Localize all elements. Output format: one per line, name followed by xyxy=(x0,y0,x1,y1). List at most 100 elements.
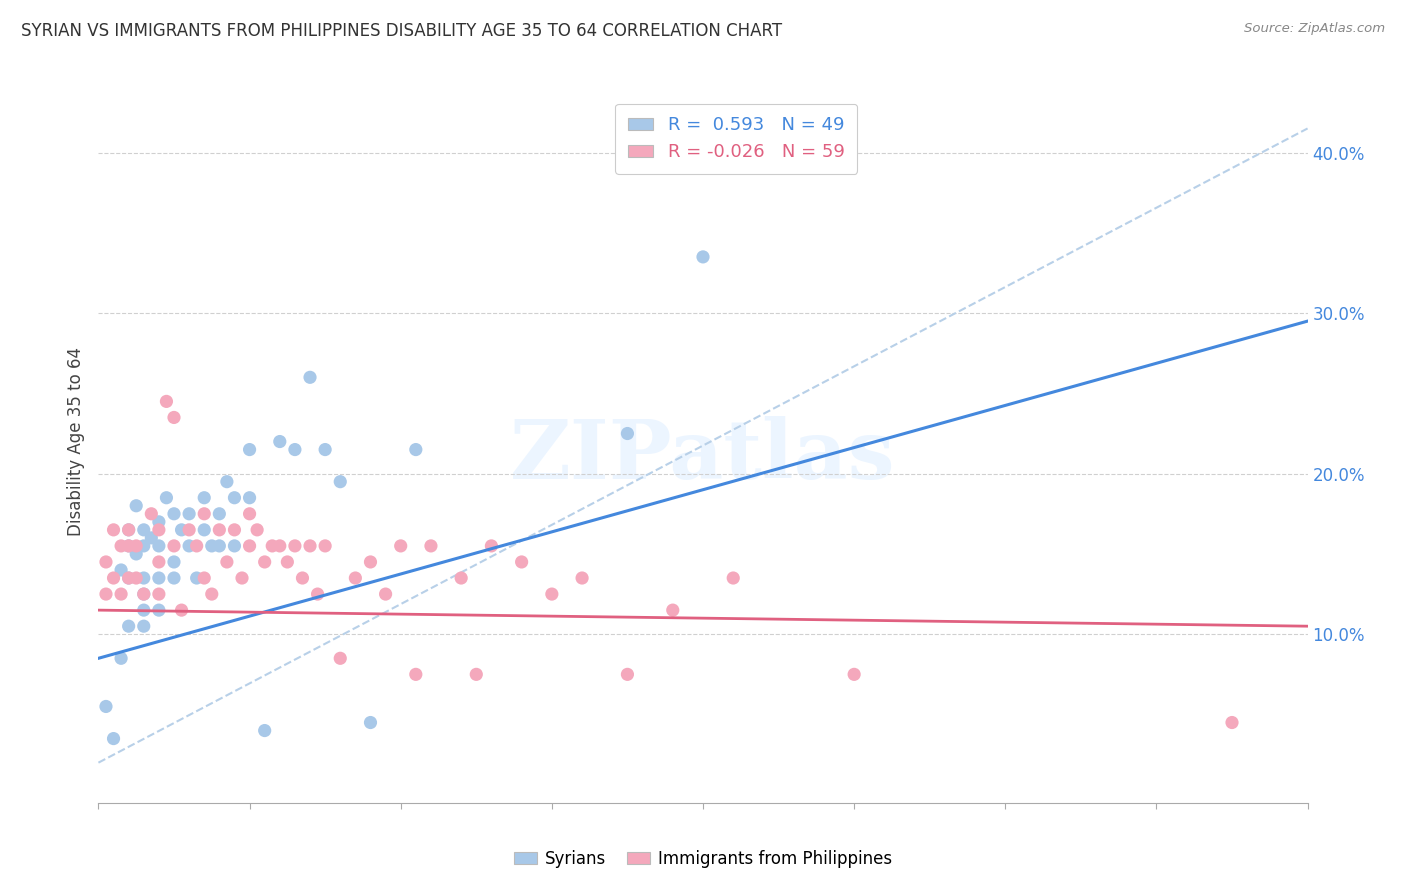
Point xyxy=(269,434,291,449)
Point xyxy=(125,539,148,553)
Point xyxy=(103,731,125,746)
Point xyxy=(155,394,177,409)
Point xyxy=(148,587,170,601)
Point xyxy=(360,555,382,569)
Point xyxy=(163,410,186,425)
Point xyxy=(344,571,367,585)
Point xyxy=(125,499,148,513)
Text: ZIPatlas: ZIPatlas xyxy=(510,416,896,496)
Point xyxy=(231,571,253,585)
Point xyxy=(360,715,382,730)
Point xyxy=(110,651,132,665)
Point xyxy=(193,523,215,537)
Point xyxy=(224,523,246,537)
Point xyxy=(201,539,224,553)
Point xyxy=(239,491,262,505)
Point xyxy=(186,571,208,585)
Point xyxy=(110,563,132,577)
Point xyxy=(307,587,329,601)
Point xyxy=(148,555,170,569)
Point xyxy=(132,587,155,601)
Point xyxy=(389,539,412,553)
Point xyxy=(329,475,352,489)
Point xyxy=(94,555,117,569)
Point xyxy=(692,250,714,264)
Point xyxy=(284,539,307,553)
Point xyxy=(148,523,170,537)
Point xyxy=(118,539,141,553)
Point xyxy=(118,539,141,553)
Point xyxy=(179,507,201,521)
Point xyxy=(155,491,177,505)
Point xyxy=(163,571,186,585)
Legend: R =  0.593   N = 49, R = -0.026   N = 59: R = 0.593 N = 49, R = -0.026 N = 59 xyxy=(616,103,858,174)
Point xyxy=(148,603,170,617)
Point xyxy=(193,491,215,505)
Point xyxy=(374,587,396,601)
Point xyxy=(208,507,231,521)
Point xyxy=(299,370,322,384)
Point xyxy=(276,555,298,569)
Point xyxy=(284,442,307,457)
Point xyxy=(118,523,141,537)
Point xyxy=(132,603,155,617)
Point xyxy=(481,539,503,553)
Point xyxy=(132,539,155,553)
Point xyxy=(141,507,163,521)
Point xyxy=(170,523,193,537)
Point xyxy=(224,539,246,553)
Point xyxy=(1220,715,1243,730)
Point xyxy=(269,539,291,553)
Point xyxy=(118,523,141,537)
Point xyxy=(246,523,269,537)
Point xyxy=(110,587,132,601)
Point xyxy=(844,667,866,681)
Point xyxy=(148,539,170,553)
Point xyxy=(208,523,231,537)
Text: Source: ZipAtlas.com: Source: ZipAtlas.com xyxy=(1244,22,1385,36)
Point xyxy=(661,603,683,617)
Point xyxy=(420,539,443,553)
Point xyxy=(94,587,117,601)
Point xyxy=(224,491,246,505)
Point xyxy=(465,667,488,681)
Point xyxy=(314,442,336,457)
Point xyxy=(118,619,141,633)
Point xyxy=(262,539,284,553)
Point xyxy=(141,531,163,545)
Point xyxy=(132,571,155,585)
Point xyxy=(616,667,638,681)
Point xyxy=(208,539,231,553)
Point xyxy=(253,723,276,738)
Point xyxy=(118,571,141,585)
Point xyxy=(723,571,745,585)
Point xyxy=(291,571,314,585)
Point xyxy=(193,507,215,521)
Point xyxy=(170,603,193,617)
Point xyxy=(616,426,638,441)
Point xyxy=(132,587,155,601)
Point xyxy=(314,539,336,553)
Point xyxy=(103,523,125,537)
Point xyxy=(179,539,201,553)
Point xyxy=(329,651,352,665)
Point xyxy=(163,507,186,521)
Point xyxy=(239,442,262,457)
Point xyxy=(215,475,238,489)
Point xyxy=(163,539,186,553)
Point xyxy=(103,571,125,585)
Point xyxy=(118,571,141,585)
Point xyxy=(253,555,276,569)
Point xyxy=(132,619,155,633)
Point xyxy=(110,539,132,553)
Point xyxy=(94,699,117,714)
Text: SYRIAN VS IMMIGRANTS FROM PHILIPPINES DISABILITY AGE 35 TO 64 CORRELATION CHART: SYRIAN VS IMMIGRANTS FROM PHILIPPINES DI… xyxy=(21,22,782,40)
Point xyxy=(450,571,472,585)
Y-axis label: Disability Age 35 to 64: Disability Age 35 to 64 xyxy=(66,347,84,536)
Point xyxy=(239,539,262,553)
Point xyxy=(215,555,238,569)
Point xyxy=(201,587,224,601)
Point xyxy=(186,539,208,553)
Point xyxy=(148,571,170,585)
Point xyxy=(163,555,186,569)
